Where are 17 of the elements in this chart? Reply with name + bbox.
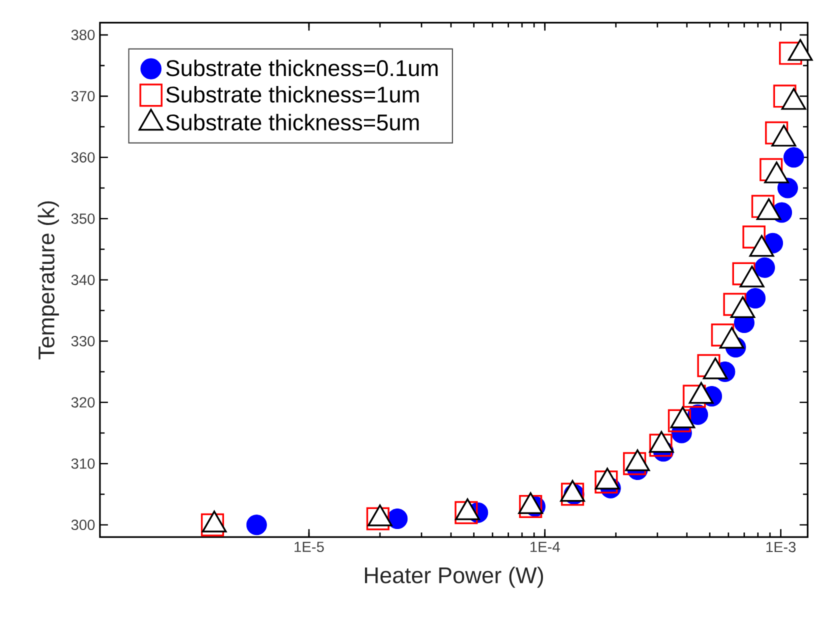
x-tick-label: 1E-3 (766, 542, 796, 552)
y-tick-label: 310 (71, 458, 95, 469)
y-tick-label: 330 (71, 336, 95, 346)
legend-label: Substrate thickness=0.1um (166, 60, 438, 76)
y-tick-label: 300 (71, 520, 95, 530)
y-tick-label: 320 (71, 397, 95, 408)
y-tick-label: 360 (71, 152, 95, 163)
y-tick-label: 380 (71, 30, 95, 40)
legend-label: Substrate thickness=5um (166, 114, 419, 130)
x-tick-label: 1E-4 (530, 542, 560, 552)
y-tick-label: 350 (71, 213, 95, 224)
legend-label: Substrate thickness=1um (166, 86, 419, 103)
y-tick-label: 370 (71, 90, 95, 102)
y-tick-label: 340 (71, 274, 95, 286)
x-axis-title: Heater Power (W) (365, 566, 544, 588)
y-axis-title: Temperature (k) (38, 201, 59, 360)
x-tick-label: 1E-5 (294, 542, 324, 552)
